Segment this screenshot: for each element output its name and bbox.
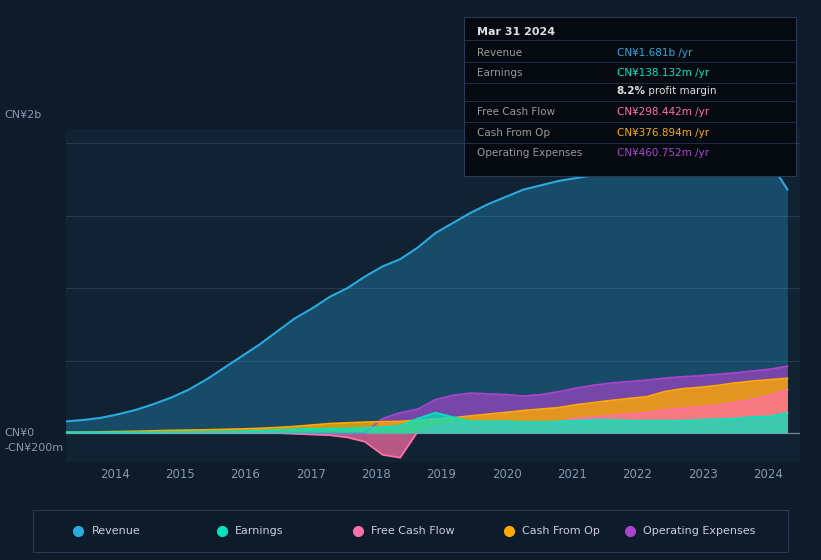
- Text: Earnings: Earnings: [236, 526, 284, 535]
- Text: Cash From Op: Cash From Op: [477, 128, 550, 138]
- Text: Free Cash Flow: Free Cash Flow: [477, 107, 555, 117]
- Text: -CN¥200m: -CN¥200m: [4, 443, 63, 453]
- Text: Operating Expenses: Operating Expenses: [643, 526, 755, 535]
- Text: Cash From Op: Cash From Op: [522, 526, 600, 535]
- Text: CN¥0: CN¥0: [4, 428, 34, 438]
- Text: Free Cash Flow: Free Cash Flow: [371, 526, 455, 535]
- Text: 8.2%: 8.2%: [617, 86, 646, 96]
- Text: CN¥298.442m /yr: CN¥298.442m /yr: [617, 107, 709, 117]
- Text: Revenue: Revenue: [92, 526, 140, 535]
- Text: CN¥138.132m /yr: CN¥138.132m /yr: [617, 68, 709, 78]
- Text: Revenue: Revenue: [477, 48, 522, 58]
- Text: CN¥1.681b /yr: CN¥1.681b /yr: [617, 48, 692, 58]
- Text: CN¥376.894m /yr: CN¥376.894m /yr: [617, 128, 709, 138]
- Text: CN¥460.752m /yr: CN¥460.752m /yr: [617, 148, 709, 158]
- Text: Earnings: Earnings: [477, 68, 523, 78]
- Text: Mar 31 2024: Mar 31 2024: [477, 27, 555, 37]
- Text: profit margin: profit margin: [645, 86, 717, 96]
- Text: CN¥2b: CN¥2b: [4, 110, 41, 120]
- Text: Operating Expenses: Operating Expenses: [477, 148, 582, 158]
